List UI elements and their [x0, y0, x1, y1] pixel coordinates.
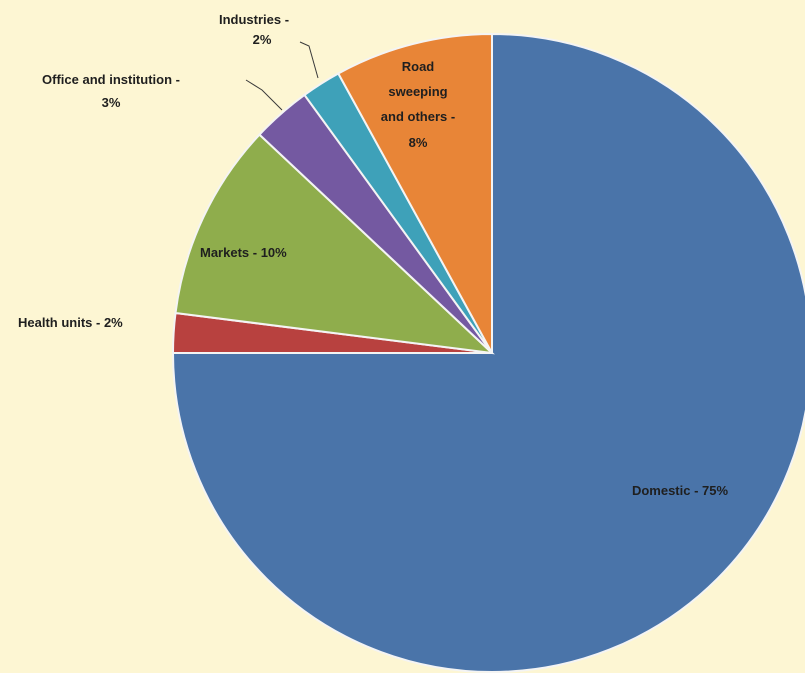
- label-road-line3: and others -: [381, 109, 455, 124]
- leader-line-industries: [299, 41, 319, 79]
- label-markets: Markets - 10%: [200, 245, 287, 260]
- label-health-units: Health units - 2%: [18, 315, 123, 330]
- label-domestic: Domestic - 75%: [632, 483, 729, 498]
- label-road-line1: Road: [402, 59, 435, 74]
- label-office-line2: 3%: [102, 95, 121, 110]
- leader-line-office: [245, 79, 283, 111]
- label-office-line1: Office and institution -: [42, 72, 180, 87]
- pie-slice-domestic: [171, 32, 805, 673]
- label-industries-line2: 2%: [253, 32, 272, 47]
- pie-slice-markets: [174, 133, 495, 355]
- pie-slices: [171, 32, 805, 673]
- label-road-line2: sweeping: [388, 84, 447, 99]
- label-industries-line1: Industries -: [219, 12, 289, 27]
- pie-slice-road-sweeping: [336, 32, 493, 354]
- label-road-line4: 8%: [409, 135, 428, 150]
